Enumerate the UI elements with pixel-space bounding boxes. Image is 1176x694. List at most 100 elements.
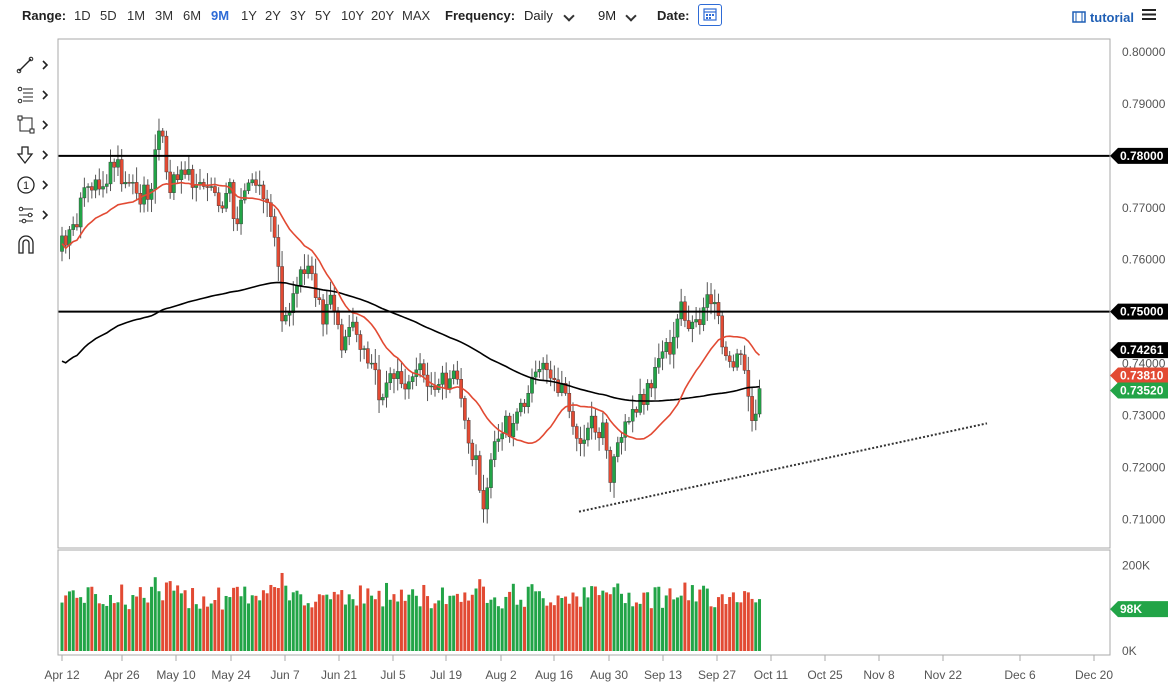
volume-bar: [146, 602, 150, 651]
candle: [313, 273, 318, 298]
volume-bar: [578, 606, 582, 651]
candle: [716, 302, 721, 317]
chevron-down-icon[interactable]: [625, 10, 637, 22]
volume-bar: [347, 594, 351, 651]
chevron-down-icon[interactable]: [563, 10, 575, 22]
frequency-select[interactable]: Daily: [524, 8, 553, 23]
candle: [179, 169, 184, 180]
range-1m[interactable]: 1M: [127, 8, 146, 23]
menu-icon[interactable]: [1142, 8, 1156, 21]
volume-bar: [552, 605, 556, 651]
volume-tick-label: 100K: [1122, 601, 1150, 615]
volume-tag: 98K: [1110, 601, 1168, 618]
rectangle-tool-icon[interactable]: [16, 114, 50, 136]
volume-bar: [515, 604, 519, 651]
volume-bar: [440, 587, 444, 651]
volume-bar: [571, 592, 575, 651]
candle: [597, 431, 601, 439]
candle: [142, 184, 146, 205]
candle: [302, 269, 307, 274]
moving-average-long: [61, 281, 760, 402]
volume-bar: [310, 607, 314, 651]
range-10y[interactable]: 10Y: [341, 8, 365, 23]
candle: [429, 385, 434, 388]
volume-bar: [209, 603, 213, 651]
range-2y[interactable]: 2Y: [265, 8, 281, 23]
calendar-icon[interactable]: [698, 4, 722, 26]
volume-bar: [496, 606, 500, 651]
candle: [336, 310, 340, 325]
volume-bar: [709, 606, 713, 651]
y-tick-label: 0.78000: [1122, 149, 1166, 163]
volume-bar: [672, 599, 676, 651]
candle: [556, 379, 560, 393]
volume-bar: [459, 601, 463, 651]
candle: [574, 426, 579, 439]
magnet-tool-icon[interactable]: [16, 234, 50, 256]
range-6m[interactable]: 6M: [183, 8, 202, 23]
volume-bar: [60, 602, 64, 651]
volume-bar: [373, 599, 377, 651]
range-1y[interactable]: 1Y: [241, 8, 257, 23]
volume-bar: [205, 606, 209, 651]
y-tick-label: 0.79000: [1122, 97, 1166, 111]
volume-bar: [370, 595, 374, 651]
candle: [433, 385, 437, 390]
volume-bar: [407, 594, 411, 651]
candle: [138, 193, 143, 205]
range-1d[interactable]: 1D: [74, 8, 91, 23]
candle: [63, 235, 68, 246]
volume-bar: [269, 584, 273, 651]
volume-bar: [523, 606, 527, 651]
ma-long-tag: 0.74261: [1110, 342, 1168, 359]
y-tick-label: 0.80000: [1122, 45, 1166, 59]
arrow-tool-icon[interactable]: [16, 144, 50, 166]
candle: [407, 381, 411, 390]
range-max[interactable]: MAX: [402, 8, 431, 23]
volume-bar: [668, 588, 672, 651]
x-tick-label: Oct 11: [754, 668, 789, 682]
x-tick-label: Jul 19: [430, 668, 462, 682]
candle: [78, 197, 83, 228]
volume-bar: [97, 603, 101, 651]
volume-bar: [105, 605, 109, 651]
candle: [537, 369, 542, 373]
candle: [108, 161, 113, 185]
annotation-tool-icon[interactable]: 1: [16, 174, 50, 196]
range-5d[interactable]: 5D: [100, 8, 117, 23]
volume-bar: [661, 607, 665, 651]
period-select[interactable]: 9M: [598, 8, 617, 23]
candle: [395, 371, 400, 379]
measure-tool-icon[interactable]: [16, 204, 50, 226]
volume-bar: [329, 599, 333, 651]
volume-bar: [71, 590, 75, 651]
range-3m[interactable]: 3M: [155, 8, 174, 23]
volume-bar: [302, 605, 306, 651]
candle: [694, 319, 698, 323]
volume-bar: [250, 595, 254, 651]
line-tool-icon[interactable]: [16, 54, 50, 76]
range-5y[interactable]: 5Y: [315, 8, 331, 23]
candle: [560, 383, 564, 393]
volume-tick-label: 200K: [1122, 559, 1150, 573]
candle: [630, 409, 635, 422]
candle: [552, 377, 557, 380]
volume-bar: [679, 595, 683, 651]
candle: [339, 324, 344, 351]
fib-tool-icon[interactable]: [16, 84, 50, 106]
volume-panel-frame: [57, 549, 1111, 656]
candle: [75, 224, 79, 228]
volume-bar: [235, 586, 239, 651]
volume-bar: [343, 604, 347, 651]
candle: [201, 182, 206, 187]
volume-bar: [537, 591, 541, 651]
volume-bar: [254, 595, 258, 651]
candle: [60, 235, 64, 252]
candle: [123, 182, 128, 185]
range-3y[interactable]: 3Y: [290, 8, 306, 23]
range-9m[interactable]: 9M: [211, 8, 230, 23]
range-20y[interactable]: 20Y: [371, 8, 395, 23]
tutorial-link[interactable]: tutorial: [1072, 10, 1134, 25]
last-price-tag: 0.73520: [1110, 382, 1168, 399]
candle: [709, 294, 713, 305]
